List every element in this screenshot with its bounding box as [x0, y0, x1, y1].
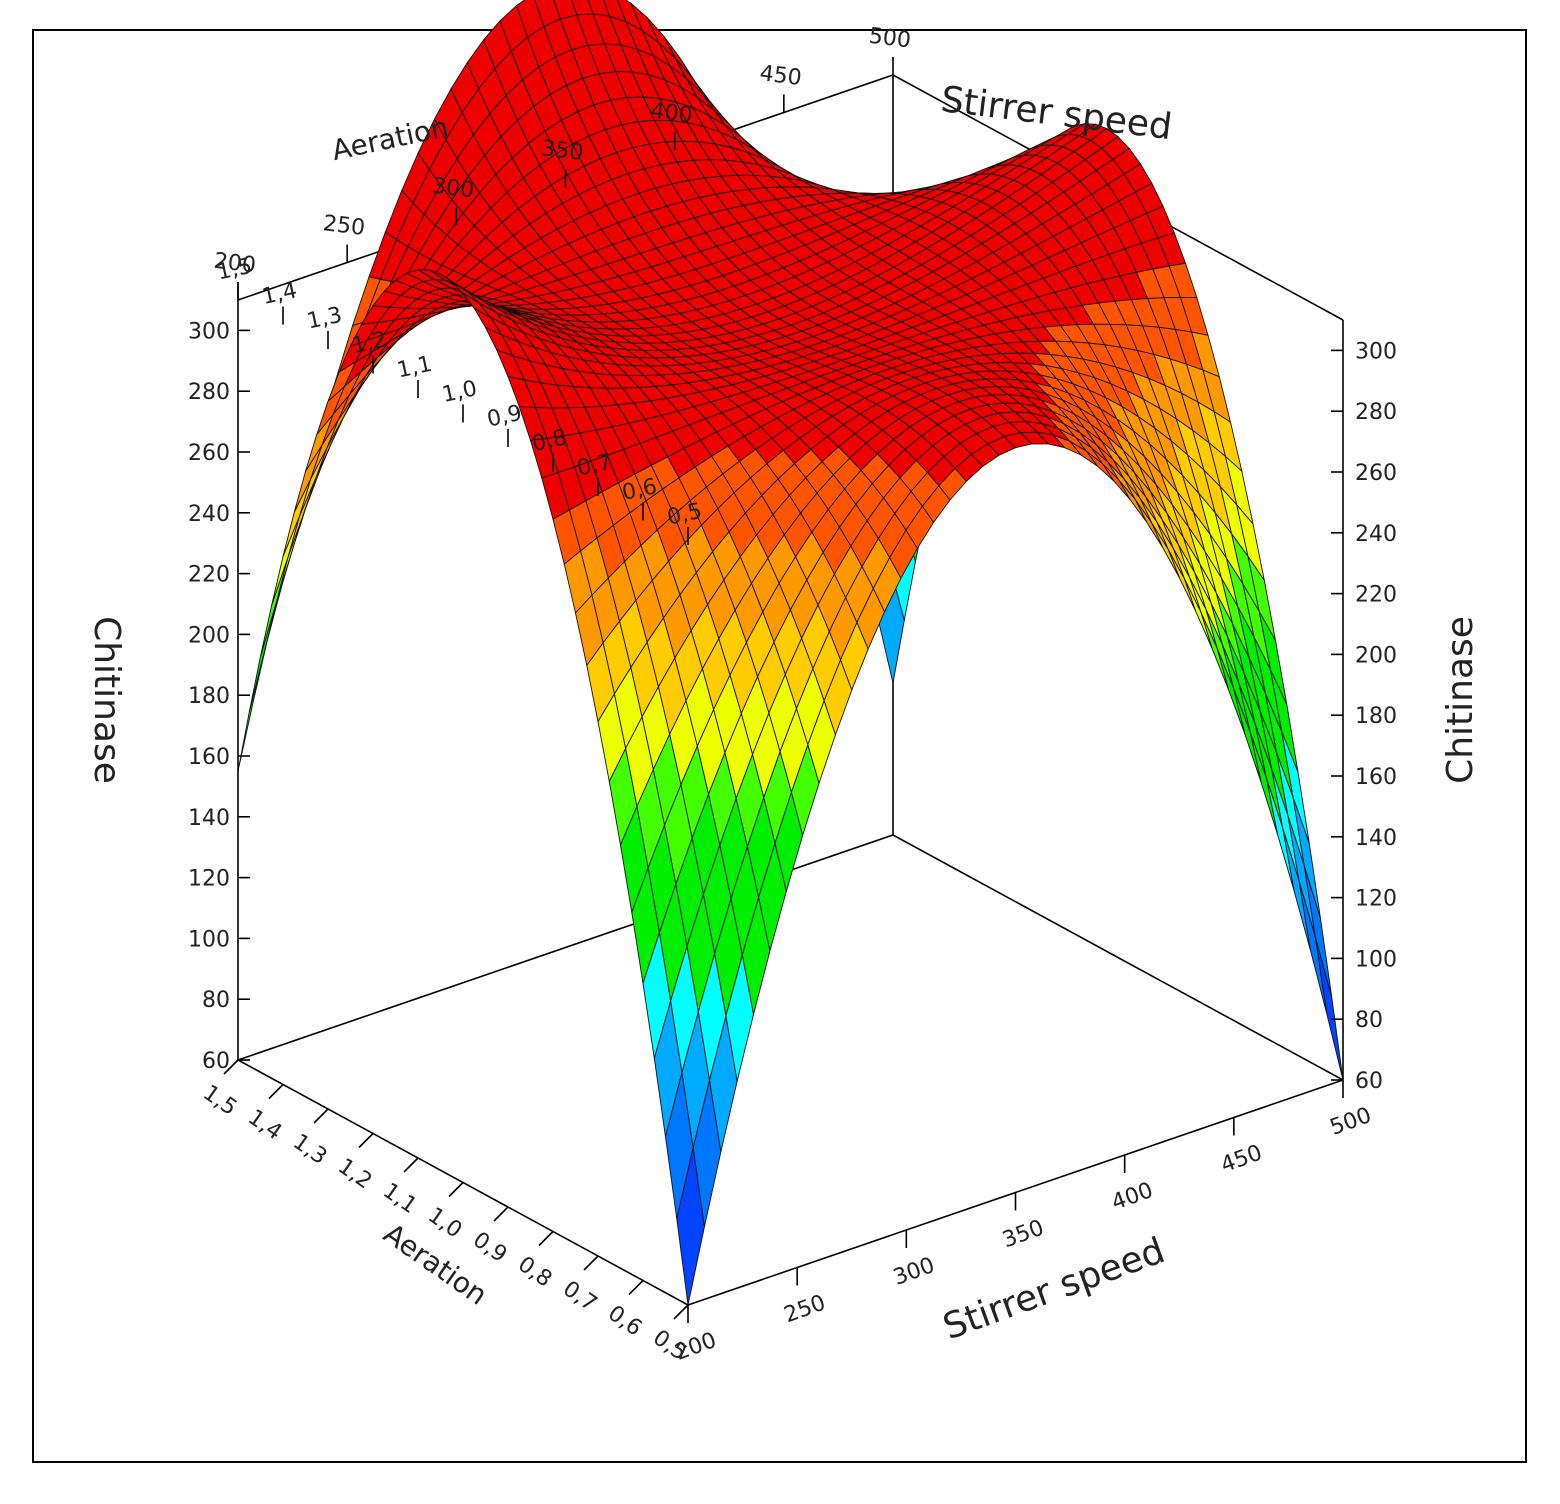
z-axis-title-left: Chitinase	[86, 616, 127, 784]
z-tick-label-left: 80	[202, 988, 230, 1013]
y-tick-bottom	[313, 1108, 329, 1124]
x-tick-label-top: 400	[649, 99, 694, 129]
surface-cell	[676, 1147, 705, 1306]
y-tick-bottom	[268, 1083, 284, 1100]
x-tick-label-top: 250	[322, 211, 367, 241]
z-tick-label-right: 180	[1355, 704, 1397, 729]
x-tick-label-top: 200	[212, 249, 257, 279]
y-tick-bottom	[358, 1132, 374, 1149]
z-tick-label-right: 60	[1355, 1069, 1383, 1094]
axis-ticks: 60 60 80 80 100 100 120 120 140 140 160 160 180 180 20…	[188, 24, 1397, 1366]
z-tick-label-right: 140	[1355, 826, 1397, 851]
x-tick-label-top: 500	[867, 24, 912, 54]
z-tick-label-left: 140	[188, 806, 230, 831]
z-tick-label-right: 160	[1355, 765, 1397, 790]
z-tick-label-right: 100	[1355, 947, 1397, 972]
z-tick-label-right: 300	[1355, 339, 1397, 364]
z-tick-label-right: 220	[1355, 583, 1397, 608]
z-tick-label-left: 180	[188, 684, 230, 709]
x-tick-label-top: 350	[540, 136, 585, 166]
z-tick-label-left: 260	[188, 441, 230, 466]
z-tick-label-right: 260	[1355, 461, 1397, 486]
back-floor-edge	[892, 834, 1344, 1081]
z-tick-label-left: 200	[188, 623, 230, 648]
z-tick-label-left: 100	[188, 927, 230, 952]
y-tick-bottom	[403, 1157, 419, 1173]
z-tick-label-left: 280	[188, 380, 230, 405]
z-tick-label-right: 280	[1355, 400, 1397, 425]
z-tick-label-left: 220	[188, 563, 230, 588]
y-tick-bottom	[673, 1304, 689, 1320]
z-tick-label-left: 120	[188, 867, 230, 892]
x-tick-label-top: 300	[431, 174, 476, 204]
y-tick-bottom	[538, 1230, 554, 1247]
y-tick-bottom	[448, 1181, 464, 1198]
z-tick-label-right: 200	[1355, 643, 1397, 668]
y-tick-bottom	[493, 1206, 509, 1222]
z-tick-label-right: 120	[1355, 887, 1397, 912]
z-tick-label-right: 80	[1355, 1008, 1383, 1033]
y-tick-bottom	[628, 1279, 644, 1296]
z-tick-label-right: 240	[1355, 522, 1397, 547]
y-tick-bottom	[223, 1059, 239, 1075]
z-axis-title-right: Chitinase	[1440, 616, 1481, 784]
x-tick-label-top: 450	[758, 61, 803, 91]
z-tick-label-left: 60	[202, 1049, 230, 1074]
z-tick-label-left: 300	[188, 319, 230, 344]
z-tick-label-left: 160	[188, 745, 230, 770]
y-tick-bottom	[583, 1255, 599, 1271]
surface-mesh	[237, 0, 1344, 1306]
z-tick-label-left: 240	[188, 502, 230, 527]
